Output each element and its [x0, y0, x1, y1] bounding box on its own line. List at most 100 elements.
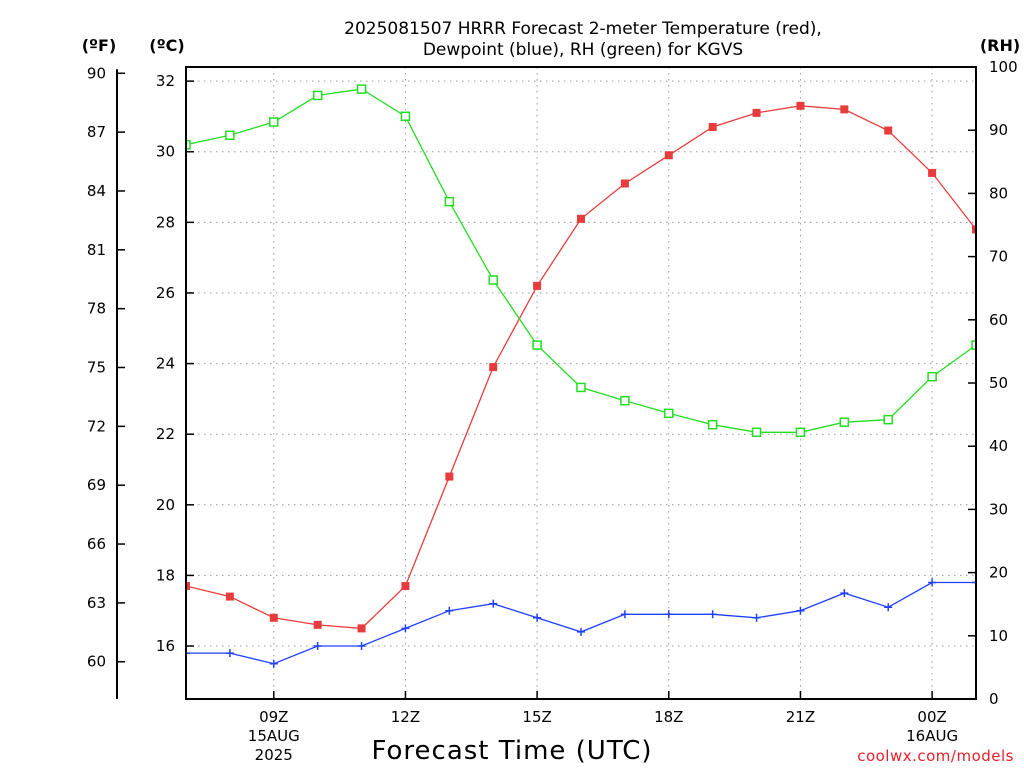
dewpoint-point [620, 610, 629, 619]
rh-point [269, 117, 279, 127]
dewpoint-point [357, 642, 366, 651]
fahrenheit-tick-label: 75 [87, 359, 106, 377]
rh-point [620, 395, 630, 406]
celsius-tick-label: 18 [156, 566, 175, 584]
rh-point [488, 275, 498, 285]
x-tick-year-label: 2025 [255, 746, 293, 764]
celsius-tick-label: 16 [156, 637, 175, 655]
rh-tick-label: 30 [989, 500, 1008, 518]
temperature-point [796, 101, 805, 110]
x-tick-label: 12Z [391, 708, 420, 726]
dewpoint-point [225, 649, 234, 658]
dewpoint-point [445, 606, 454, 615]
rh-tick-label: 80 [989, 184, 1008, 202]
fahrenheit-tick-label: 84 [87, 182, 106, 200]
temperature-point [533, 281, 542, 290]
dewpoint-point [186, 649, 190, 658]
x-tick-label: 21Z [786, 708, 815, 726]
x-tick-date-label: 16AUG [906, 727, 958, 745]
celsius-unit-label: (ºC) [149, 36, 184, 55]
dewpoint-point [796, 606, 805, 615]
rh-point [971, 340, 976, 350]
temperature-point [225, 592, 234, 601]
rh-point [795, 427, 806, 438]
dewpoint-point [533, 613, 542, 622]
rh-point [532, 340, 542, 350]
temperature-point [664, 151, 673, 160]
rh-point [664, 408, 674, 419]
axes [116, 66, 976, 700]
chart-subtitle: Dewpoint (blue), RH (green) for KGVS [423, 40, 743, 60]
x-tick-label: 00Z [917, 708, 946, 726]
fahrenheit-tick-label: 63 [87, 594, 106, 612]
rh-point [400, 111, 411, 122]
temperature-point [620, 179, 629, 188]
chart-title: 2025081507 HRRR Forecast 2-meter Tempera… [344, 19, 822, 39]
dewpoint-point [664, 610, 673, 619]
rh-point [927, 371, 937, 382]
temperature-point [401, 582, 410, 591]
temperature-point [752, 108, 761, 117]
temperature-point [445, 472, 454, 481]
rh-point [312, 90, 323, 101]
x-tick-label: 15Z [522, 708, 551, 726]
temperature-point [577, 214, 585, 223]
temperature-line [186, 105, 976, 630]
temperature-point [269, 613, 278, 622]
fahrenheit-tick-label: 81 [87, 241, 106, 259]
rh-point [1016, 313, 1024, 321]
dewpoint-point [401, 624, 410, 633]
x-axis-label: Forecast Time (UTC) [371, 736, 652, 766]
rh-unit-label: (RH) [980, 36, 1020, 55]
dewpoint-point [489, 599, 498, 608]
fahrenheit-tick-label: 60 [87, 653, 106, 671]
dewpoint-point [752, 613, 761, 622]
rh-tick-label: 50 [989, 374, 1008, 392]
series-lines [186, 84, 1024, 668]
temperature-point [313, 620, 322, 629]
dewpoint-point [840, 589, 849, 598]
temperature-point [928, 168, 937, 177]
fahrenheit-unit-label: (ºF) [82, 36, 117, 55]
rh-tick-label: 70 [989, 248, 1008, 266]
celsius-tick-label: 28 [156, 213, 175, 231]
rh-tick-label: 20 [989, 564, 1008, 582]
dewpoint-point [972, 578, 976, 587]
rh-point [751, 427, 762, 438]
x-tick-label: 18Z [654, 708, 683, 726]
temperature-point [708, 123, 717, 132]
celsius-tick-label: 32 [156, 72, 175, 90]
temperature-point [840, 105, 849, 114]
celsius-tick-label: 20 [156, 496, 175, 514]
temperature-point [357, 624, 366, 633]
temperature-point [186, 582, 190, 591]
dewpoint-line [186, 581, 976, 665]
credit-text: coolwx.com/models [857, 747, 1014, 765]
dewpoint-point [884, 603, 893, 612]
celsius-tick-label: 26 [156, 284, 175, 302]
temperature-point [1016, 296, 1024, 304]
dewpoint-point [928, 578, 937, 587]
temperature-point [972, 225, 976, 234]
temperature-point [489, 363, 498, 372]
x-tick-date-label: 15AUG [248, 727, 300, 745]
fahrenheit-tick-label: 87 [87, 123, 106, 141]
fahrenheit-tick-label: 66 [87, 535, 106, 553]
rh-point [883, 414, 893, 425]
celsius-tick-label: 30 [156, 143, 175, 161]
rh-point [186, 139, 191, 150]
celsius-tick-label: 24 [156, 355, 175, 373]
dewpoint-point [708, 610, 717, 619]
rh-tick-label: 0 [989, 690, 999, 708]
tick-labels: 16 18 20 22 24 26 28 30 32 60 63 66 69 72 75 78 81 84 87 90… [87, 58, 1018, 764]
rh-point [576, 382, 586, 393]
celsius-tick-label: 22 [156, 425, 175, 443]
rh-tick-label: 100 [989, 58, 1018, 76]
dewpoint-point [313, 642, 322, 651]
rh-line [186, 88, 976, 433]
rh-point [225, 130, 235, 141]
rh-tick-label: 60 [989, 311, 1008, 329]
dewpoint-point [1016, 557, 1024, 565]
rh-tick-label: 10 [989, 627, 1008, 645]
